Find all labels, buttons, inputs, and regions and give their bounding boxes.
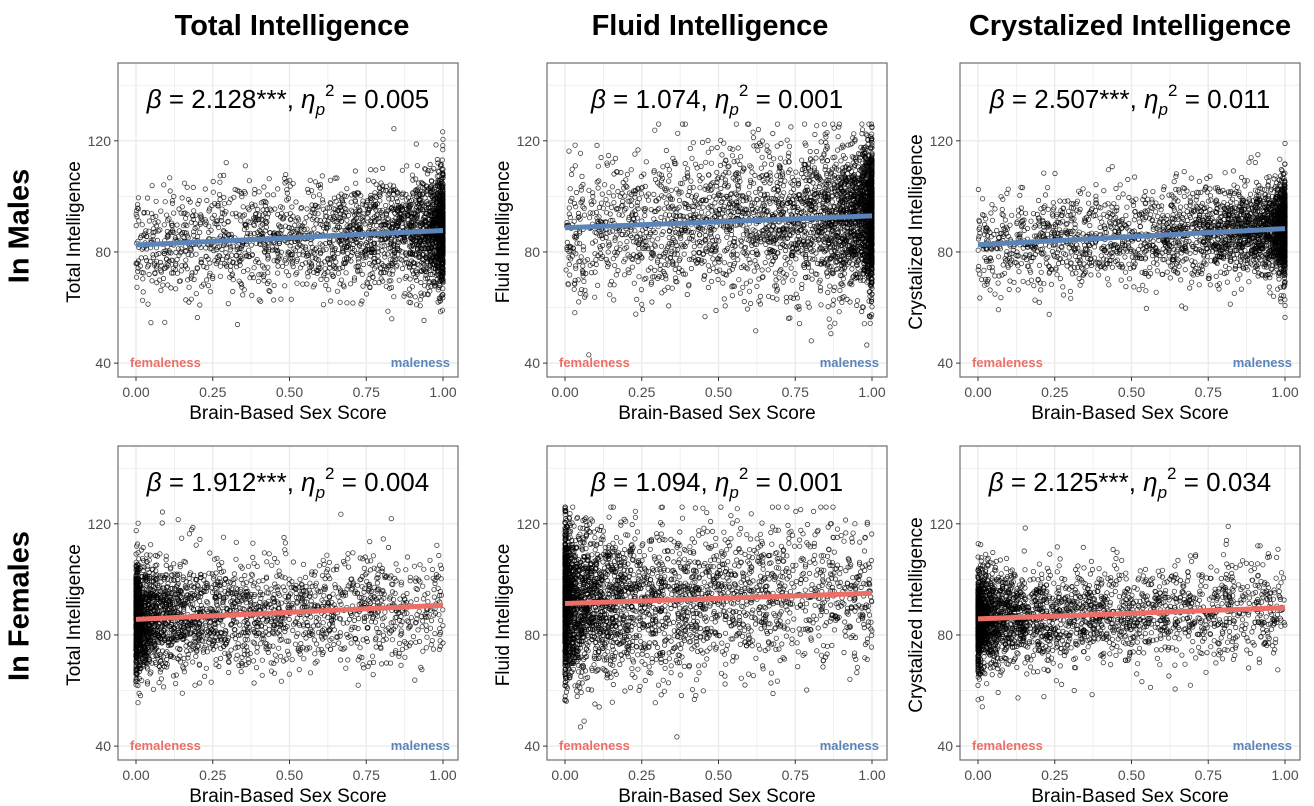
y-axis-title: Total Intelligence (64, 161, 85, 303)
femaleness-label: femaleness (130, 355, 201, 370)
row-title-males: In Males (4, 169, 37, 283)
column-title-fluid: Fluid Intelligence (540, 6, 880, 46)
x-tick-label: 0.50 (276, 384, 303, 400)
x-tick-label: 0.25 (199, 384, 226, 400)
x-tick-label: 1.00 (429, 384, 456, 400)
x-tick-label: 0.00 (122, 384, 149, 400)
row-title-females: In Females (4, 531, 37, 681)
scatter-panel: β = 2.128***, ηp2 = 0.005 femaleness malen… (63, 63, 463, 423)
x-axis-title: Brain-Based Sex Score (189, 403, 387, 424)
column-title-total: Total Intelligence (122, 6, 462, 46)
y-tick-label: 40 (95, 355, 111, 371)
column-title-crystalized: Crystalized Intelligence (950, 6, 1310, 46)
stat-annotation: β = 2.128***, ηp2 = 0.005 (146, 81, 429, 119)
maleness-label: maleness (391, 355, 450, 370)
y-tick-label: 80 (95, 244, 111, 260)
y-tick-label: 120 (88, 133, 112, 149)
x-tick-label: 0.75 (353, 384, 380, 400)
